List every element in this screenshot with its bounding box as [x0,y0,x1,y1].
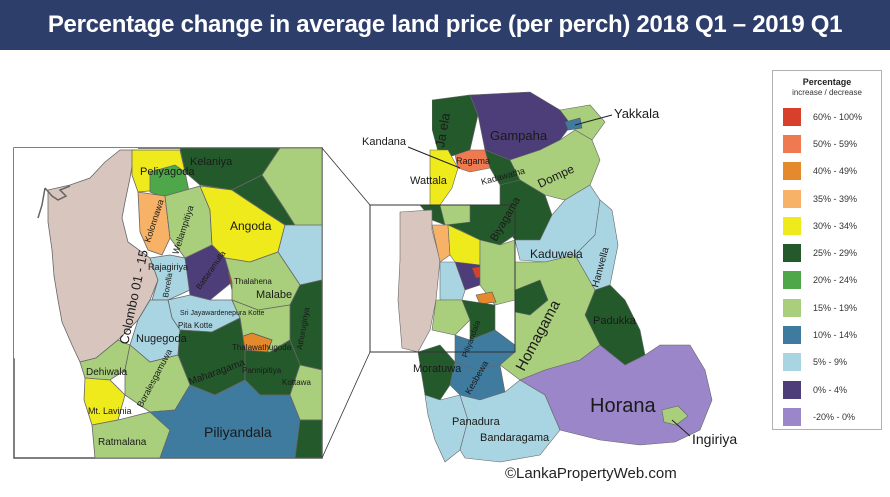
inset-map: Colombo 01 - 15 Kelaniya Peliyagoda Kolo… [13,147,323,459]
page-title: Percentage change in average land price … [47,11,843,38]
label-moratuwa: Moratuwa [413,363,462,375]
label-dehiwala: Dehiwala [86,367,128,378]
header-bar: Percentage change in average land price … [0,0,890,50]
label-yakkala: Yakkala [614,106,660,121]
region-yakkala [564,117,583,131]
legend-item: 25% - 29% [773,239,881,266]
label-kandana: Kandana [362,136,407,148]
label-ratmalana: Ratmalana [98,437,147,448]
legend-label: 0% - 4% [813,384,848,395]
legend-swatch [783,107,801,126]
label-horana: Horana [590,395,656,417]
legend-swatch [783,134,801,153]
legend-item: 35% - 39% [773,185,881,212]
legend-label: 5% - 9% [813,357,848,368]
label-kottawa: Kottawa [282,378,311,387]
label-rajagiriya: Rajagiriya [148,262,188,272]
legend-item: 0% - 4% [773,376,881,403]
legend-swatch [783,244,801,263]
label-gampaha: Gampaha [490,128,548,143]
legend-item: 5% - 9% [773,349,881,376]
legend-item: 40% - 49% [773,158,881,185]
label-thalawathugoda: Thalawathugoda [232,343,292,352]
region-colombo [47,149,159,363]
legend-subtitle: increase / decrease [792,88,862,97]
label-borella: Borella [161,272,174,299]
legend-label: 50% - 59% [813,138,858,149]
legend-swatch [783,353,801,372]
legend-swatch [783,162,801,181]
legend-item: 20% - 24% [773,267,881,294]
label-thalahena: Thalahena [234,277,272,286]
label-bandaragama: Bandaragama [480,432,550,444]
legend-swatch [783,298,801,317]
legend-label: 15% - 19% [813,302,858,313]
region-inset-se [294,419,323,459]
label-angoda: Angoda [230,219,272,233]
label-piliyandala-inset: Piliyandala [204,424,272,440]
legend-swatch [783,189,801,208]
zoom-connectors [321,147,371,459]
legend-title: Percentage [802,77,852,87]
label-padukka: Padukka [593,315,637,327]
label-nugegoda: Nugegoda [136,333,188,345]
legend-label: 20% - 24% [813,275,858,286]
legend-item: 15% - 19% [773,294,881,321]
region-main-colombo [397,209,441,353]
legend-item: 60% - 100% [773,103,881,130]
label-kelaniya: Kelaniya [190,156,233,168]
region-bandaragama [459,379,561,463]
label-wattala: Wattala [410,175,448,187]
legend-label: 40% - 49% [813,166,858,177]
label-panadura: Panadura [452,416,501,428]
main-map: Ja ela Gampaha Yakkala Kandana Ragama Wa… [362,91,737,463]
legend-item: 30% - 34% [773,212,881,239]
legend-swatch [783,380,801,399]
legend-label: 10% - 14% [813,330,858,341]
label-peliyagoda: Peliyagoda [140,166,195,178]
legend-swatch [783,407,801,426]
legend-swatch [783,271,801,290]
region-ingiriya [661,405,689,426]
legend-swatch [783,326,801,345]
legend-label: 60% - 100% [813,111,863,122]
label-ragama: Ragama [456,156,490,166]
label-sri-kotte: Sri Jayawardenepura Kotte [180,310,265,317]
legend: Percentage increase / decrease 60% - 100… [772,70,882,430]
legend-label: 35% - 39% [813,193,858,204]
legend-swatch [783,216,801,235]
label-malabe: Malabe [256,289,292,301]
label-pannipitiya: Pannipitiya [242,366,282,375]
label-ingiriya: Ingiriya [692,431,737,447]
label-pita-kotte: Pita Kotte [178,321,213,330]
zoom-box [369,204,516,353]
credit-text: ©LankaPropertyWeb.com [505,465,677,482]
label-ja-ela: Ja ela [432,111,453,149]
label-kaduwela: Kaduwela [530,247,583,261]
legend-label: 30% - 34% [813,220,858,231]
legend-rows: 60% - 100% 50% - 59% 40% - 49% 35% - 39% 30%… [773,103,881,431]
label-mt-lavinia: Mt. Lavinia [88,406,132,416]
legend-item: -20% - 0% [773,403,881,430]
legend-item: 10% - 14% [773,321,881,348]
region-borella [149,254,191,301]
legend-label: 25% - 29% [813,248,858,259]
legend-label: -20% - 0% [813,411,856,422]
region-piliyandala [149,379,301,459]
legend-item: 50% - 59% [773,130,881,157]
